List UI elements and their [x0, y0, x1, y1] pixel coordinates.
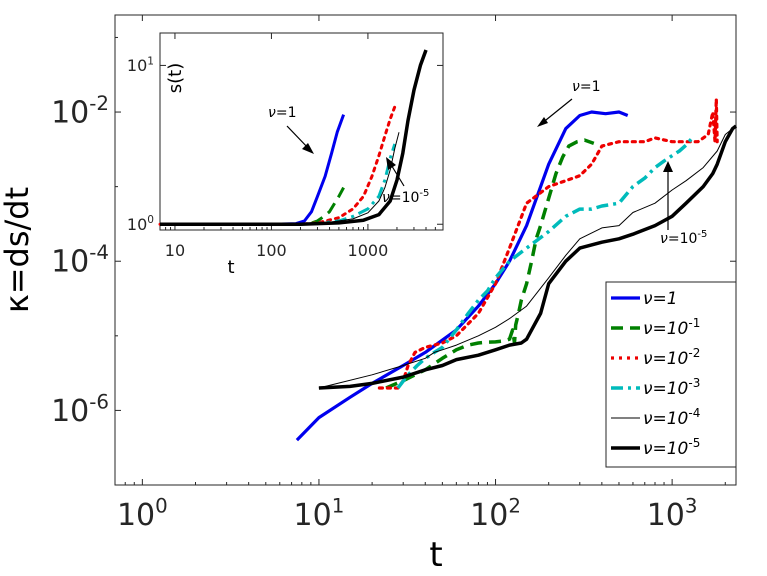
main-x-tick-label-3: 103: [647, 494, 698, 533]
annotation-nu-1e-5-arrowhead: [663, 161, 673, 172]
inset-plot-area: [159, 32, 444, 231]
inset-annotation-nu-1-text: ν=1: [268, 105, 296, 121]
legend-label-0: ν=1: [643, 289, 678, 309]
inset-x-tick-label-1: 100: [256, 241, 287, 260]
main-y-tick-label-2: 10-2: [51, 92, 109, 131]
annotation-nu-1e-5: ν=10-5: [660, 161, 707, 247]
inset-x-tick-label-2: 1000: [348, 241, 389, 260]
legend-label-3: ν=10-3: [643, 376, 700, 399]
annotation-nu-1e-5-text: ν=10-5: [660, 229, 707, 247]
main-series-0: [295, 110, 629, 442]
main-series-2: [377, 97, 719, 390]
main-y-tick-label-0: 10-6: [51, 390, 109, 429]
main-axis-ticks: 100 101 102 103 10-6 10-4 10-2: [51, 15, 736, 533]
main-y-tick-label-1: 10-4: [51, 241, 109, 280]
main-x-tick-label-2: 102: [470, 494, 521, 533]
inset-y-tick-label-0: 100: [127, 214, 154, 234]
main-series-1: [385, 138, 595, 390]
inset-axis-ticks: 10 100 1000 100 101: [127, 33, 443, 260]
inset-annotation-nu-1: ν=1: [268, 105, 314, 154]
inset-plot: 10 100 1000 100 101 ν=1 ν=10-5 t s(t): [127, 32, 444, 278]
legend-label-2: ν=10-2: [643, 346, 700, 369]
main-series-5: [318, 124, 738, 390]
legend-label-1: ν=10-1: [643, 316, 700, 339]
main-y-axis-label: κ=ds/dt: [0, 187, 36, 313]
legend-label-5: ν=10-5: [643, 436, 700, 459]
inset-y-axis-label: s(t): [165, 63, 186, 93]
annotation-nu-1: ν=1: [537, 79, 600, 127]
inset-x-axis-label: t: [227, 257, 234, 278]
inset-series-group: [158, 49, 428, 226]
legend-label-4: ν=10-4: [643, 406, 700, 429]
inset-y-tick-label-1: 101: [127, 55, 154, 75]
annotation-nu-1-arrow: [540, 98, 573, 125]
inset-annotation-nu-1e-5-arrowhead: [386, 157, 396, 170]
main-series-4: [318, 128, 733, 389]
inset-series-5: [160, 49, 428, 226]
annotation-nu-1-text: ν=1: [572, 79, 600, 95]
main-x-tick-label-0: 100: [117, 494, 168, 533]
main-series-group: [295, 97, 738, 442]
legend: ν=1 ν=10-1 ν=10-2 ν=10-3 ν=10-4 ν=10-5: [605, 281, 737, 468]
inset-annotation-nu-1e-5: ν=10-5: [382, 157, 429, 206]
inset-series-3: [160, 143, 397, 226]
main-x-tick-label-1: 101: [294, 494, 345, 533]
main-series-3: [396, 136, 694, 390]
inset-annotation-nu-1-arrowhead: [302, 143, 314, 154]
main-x-axis-label: t: [429, 535, 442, 575]
annotation-nu-1-arrowhead: [537, 117, 548, 127]
inset-annotation-nu-1e-5-text: ν=10-5: [382, 188, 429, 206]
inset-x-tick-label-0: 10: [165, 241, 185, 260]
legend-box: [605, 281, 737, 468]
